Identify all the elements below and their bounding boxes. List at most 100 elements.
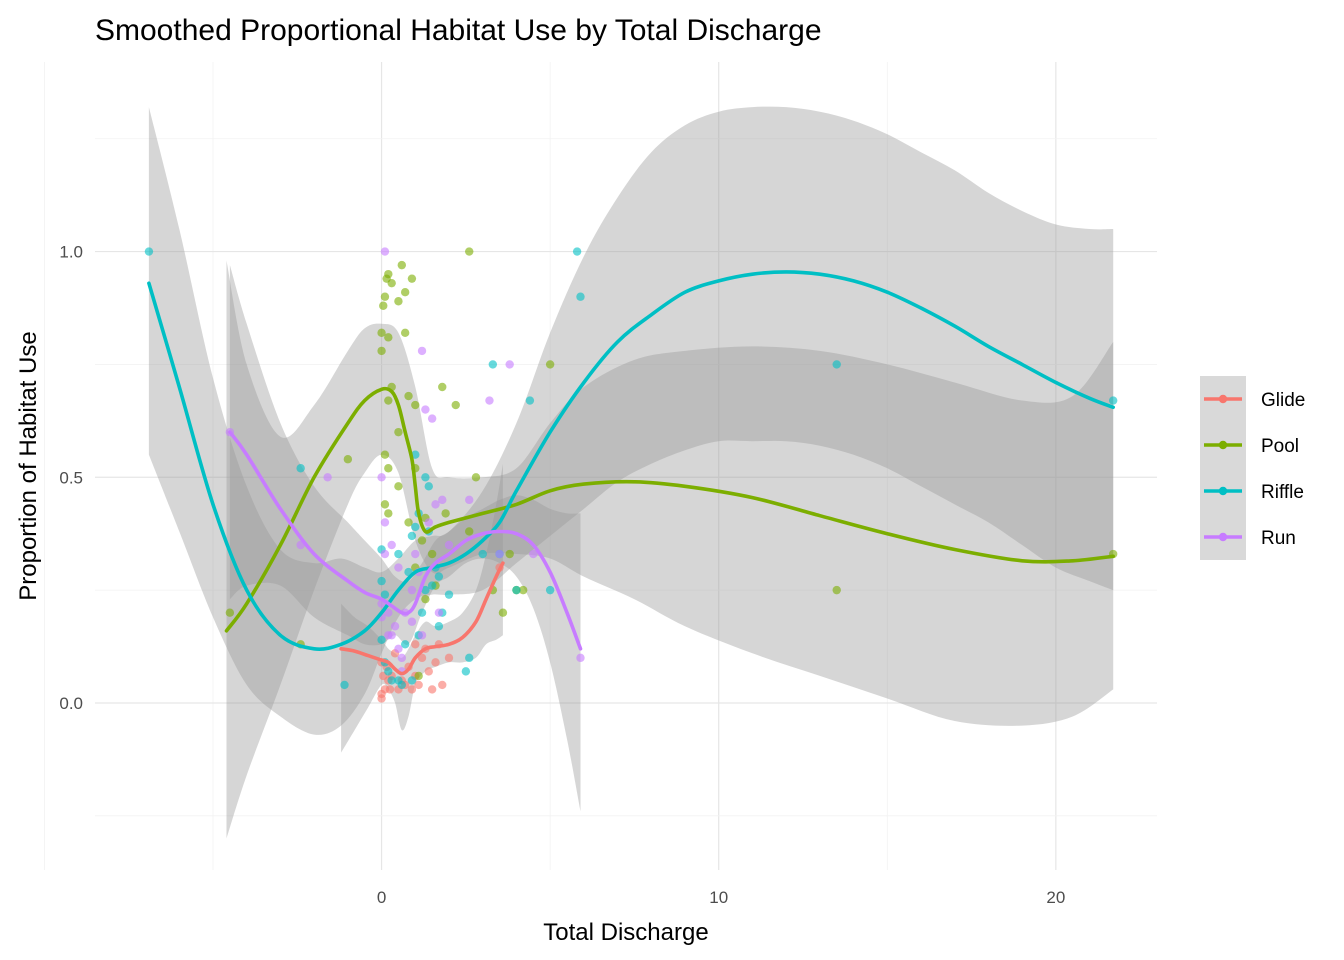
data-point-run [380,247,390,256]
data-point-riffle [832,360,841,369]
x-tick-label: 0 [377,888,386,907]
data-point-run [465,495,474,505]
x-axis-title: Total Discharge [543,919,708,946]
data-point-riffle [377,635,386,644]
data-point-glide [407,685,417,694]
smooth-lines [147,270,1115,676]
legend-label-run: Run [1261,528,1296,549]
grid [44,62,1157,870]
data-point-riffle [340,680,349,690]
data-point-pool [377,328,386,338]
x-tick-label: 10 [709,888,728,907]
legend-key-point-pool [1218,440,1228,450]
data-point-glide [417,653,427,663]
data-point-riffle [397,680,406,690]
data-point-pool [380,450,390,459]
data-point-glide [424,667,433,676]
smooth-line-riffle [147,270,1115,651]
data-point-glide [427,685,437,694]
data-points [144,247,1118,703]
data-point-riffle [465,653,474,663]
y-axis-title: Proportion of Habitat Use [15,331,42,600]
data-point-run [397,653,406,663]
legend-label-riffle: Riffle [1261,482,1304,503]
data-point-run [387,540,396,550]
data-point-riffle [488,360,498,369]
data-point-run [394,644,403,654]
data-point-riffle [394,549,403,559]
data-point-glide [414,680,423,690]
data-point-pool [384,269,393,279]
data-point-riffle [421,585,430,595]
data-point-run [417,631,427,640]
data-point-run [380,518,390,527]
data-point-pool [441,509,450,518]
data-point-riffle [417,608,427,617]
data-point-pool [384,396,393,405]
data-point-pool [377,346,386,356]
data-point-riffle [1108,396,1118,405]
data-point-pool [394,427,403,437]
data-point-run [576,653,585,663]
data-point-run [417,346,427,356]
data-point-riffle [478,549,487,559]
data-point-pool [387,278,396,288]
data-point-glide [431,658,440,667]
data-point-riffle [380,590,390,599]
data-point-riffle [411,522,420,532]
legend-label-pool: Pool [1261,436,1299,457]
data-point-pool [384,464,393,473]
data-point-run [427,414,437,423]
y-tick-label: 0.0 [59,694,83,713]
confidence-band-riffle [148,106,1114,735]
legend-key-point-run [1218,532,1228,542]
data-point-pool [414,671,423,681]
data-point-pool [400,328,410,338]
confidence-bands [148,106,1114,839]
data-point-pool [832,585,841,595]
data-point-run [529,549,538,559]
data-point-riffle [427,581,437,590]
data-point-run [384,608,393,617]
data-point-pool [498,608,508,617]
data-point-run [434,608,444,617]
data-point-run [444,540,454,550]
data-point-pool [465,527,474,536]
data-point-pool [380,500,390,509]
data-point-riffle [434,622,444,631]
smooth-line-run [228,430,583,651]
data-point-riffle [525,396,535,405]
data-point-riffle [144,247,154,256]
data-point-run [495,549,504,559]
chart-title: Smoothed Proportional Habitat Use by Tot… [95,14,822,47]
data-point-pool [505,549,514,559]
data-point-pool [465,247,474,256]
data-point-riffle [545,585,555,595]
data-point-run [485,396,494,405]
data-point-riffle [421,473,430,482]
data-point-riffle [576,292,585,301]
data-point-pool [404,518,413,527]
tick-labels: 0 10 20 0.0 0.5 1.0 [59,243,1065,907]
data-point-pool [451,400,460,410]
legend: Glide Pool Riffle Run [1200,376,1305,560]
data-point-run [505,360,514,369]
data-point-pool [397,260,406,270]
data-point-riffle [377,576,386,586]
data-point-glide [438,680,447,690]
data-point-run [421,405,430,414]
x-tick-label: 20 [1046,888,1065,907]
y-tick-label: 0.5 [59,468,83,487]
data-point-riffle [407,531,417,541]
data-point-pool [343,455,353,464]
data-point-riffle [387,676,396,685]
data-point-pool [407,274,417,283]
data-point-pool [427,549,437,559]
smooth-line-pool [224,386,1115,633]
legend-label-glide: Glide [1261,390,1305,411]
data-point-riffle [572,247,582,256]
data-point-pool [518,585,528,595]
smooth-line-glide [339,561,505,676]
data-point-pool [545,360,555,369]
data-point-pool [400,288,410,297]
